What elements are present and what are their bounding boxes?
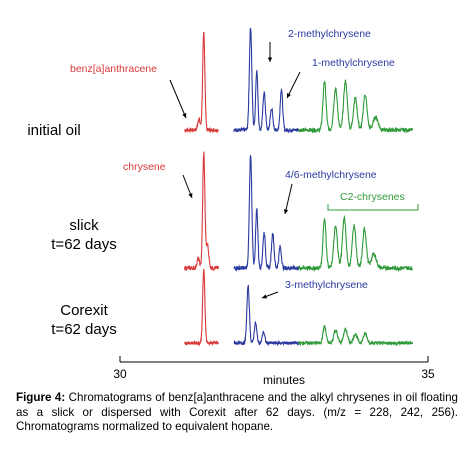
trace-red-panel-2 — [184, 151, 219, 272]
annotation-arrowhead-2-1 — [188, 193, 193, 198]
caption-label: Figure 4: — [16, 391, 66, 404]
panel-label-1-line-1: initial oil — [27, 122, 80, 139]
figure-caption: Figure 4: Chromatograms of benz[a]anthra… — [16, 391, 458, 435]
x-tick-label-35: 35 — [421, 367, 435, 381]
chromatogram-figure: initial oil benz[a]anthracene 2-methylchry… — [27, 27, 435, 387]
annotation-arrow-1-1 — [169, 79, 187, 119]
trace-green-panel-3 — [298, 325, 414, 347]
annotation-arrowhead-1-2 — [267, 57, 273, 62]
annotation-1-1: benz[a]anthracene — [70, 63, 157, 75]
annotation-arrow-2-2 — [284, 183, 293, 215]
annotation-1-3: 1-methylchrysene — [312, 57, 395, 69]
trace-green-panel-2 — [298, 214, 413, 273]
annotation-3-1: 3-methylchrysene — [285, 279, 368, 291]
annotation-1-2: 2-methylchrysene — [288, 28, 371, 40]
trace-blue-panel-2 — [233, 154, 300, 272]
annotation-arrowhead-3-1 — [262, 294, 267, 299]
annotation-arrowhead-1-1 — [182, 113, 187, 118]
trace-blue-panel-1 — [233, 27, 300, 134]
x-tick-label-30: 30 — [113, 367, 127, 381]
trace-red-panel-1 — [184, 31, 219, 134]
panel-label-3-line-2: t=62 days — [51, 321, 116, 338]
x-axis-label: minutes — [263, 373, 305, 387]
annotation-arrowhead-1-3 — [287, 93, 291, 98]
annotation-2-1: chrysene — [123, 161, 166, 173]
annotation-arrowhead-2-2 — [283, 209, 289, 214]
panel-label-2-line-1: slick — [69, 217, 99, 234]
c2-chrysenes-bracket — [327, 204, 419, 211]
caption-text: Chromatograms of benz[a]anthracene and t… — [16, 391, 458, 434]
trace-green-panel-1 — [298, 79, 414, 134]
annotation-2-2: 4/6-methylchrysene — [285, 169, 377, 181]
annotation-2-3: C2-chrysenes — [340, 191, 405, 203]
trace-blue-panel-3 — [233, 284, 300, 347]
trace-red-panel-3 — [184, 268, 219, 347]
annotation-arrow-1-3 — [286, 71, 301, 99]
panel-label-3-line-1: Corexit — [60, 302, 108, 319]
panel-label-2-line-2: t=62 days — [51, 236, 116, 253]
